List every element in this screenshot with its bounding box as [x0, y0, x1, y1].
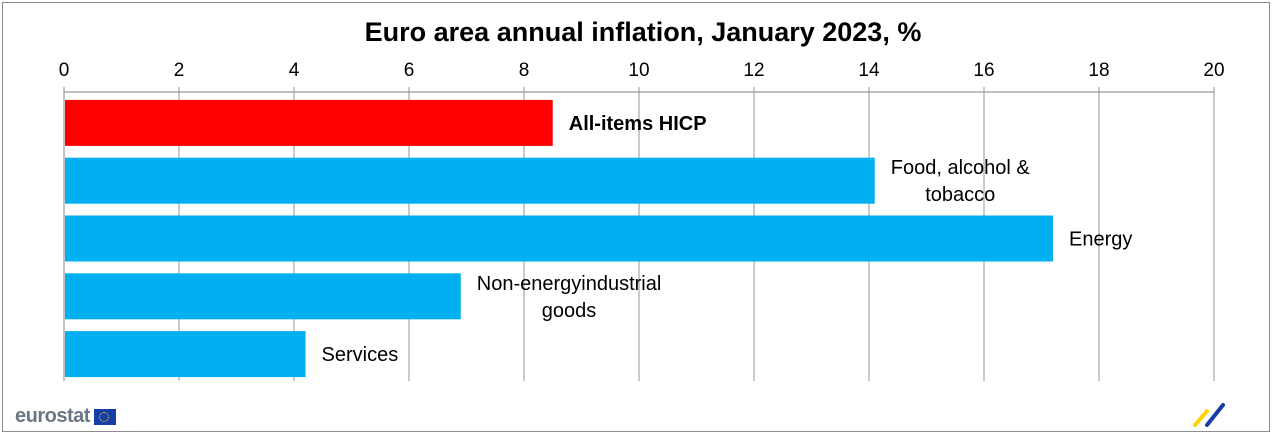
bar: [65, 331, 306, 378]
bar-label: Services: [322, 344, 399, 366]
x-tick-label: 20: [1203, 60, 1224, 81]
bar-label-line: goods: [542, 300, 597, 322]
bar-chart: Euro area annual inflation, January 2023…: [59, 17, 1225, 381]
stripe-mark-icon: [1193, 403, 1225, 427]
logo-text: eurostat: [15, 405, 90, 427]
bar-label: Energy: [1069, 229, 1132, 251]
bar-label-line: tobacco: [925, 184, 995, 206]
x-tick-label: 8: [519, 60, 530, 81]
bar-label-line: Services: [322, 344, 399, 366]
bar-label: Food, alcohol & tobacco: [891, 157, 1031, 206]
x-tick-label: 10: [628, 60, 649, 81]
tick-labels: 0 2 4 6 8 10 12 14 16 18 20: [59, 60, 1225, 81]
eu-flag-icon: [93, 408, 116, 425]
eurostat-logo: eurostat: [15, 405, 116, 428]
bar-label-line: Non-energyindustrial: [477, 273, 662, 295]
bar: [65, 99, 553, 146]
x-tick-label: 0: [59, 60, 70, 81]
bar-label: All-items HICP: [569, 113, 707, 135]
x-tick-label: 14: [858, 60, 880, 81]
bar: [65, 215, 1053, 262]
bars: [65, 99, 1053, 378]
x-tick-label: 6: [404, 60, 415, 81]
bar-labels: All-items HICP Food, alcohol & tobacco Ener…: [322, 113, 1133, 366]
bar: [65, 157, 875, 204]
bar: [65, 273, 461, 320]
x-tick-label: 12: [743, 60, 764, 81]
bar-label-line: All-items HICP: [569, 113, 707, 135]
chart-title: Euro area annual inflation, January 2023…: [365, 17, 922, 47]
bar-label: Non-energyindustrial goods: [477, 273, 662, 322]
bar-label-line: Energy: [1069, 229, 1132, 251]
x-tick-label: 4: [289, 60, 300, 81]
x-tick-label: 16: [973, 60, 994, 81]
x-tick-label: 18: [1088, 60, 1109, 81]
x-tick-label: 2: [174, 60, 185, 81]
bar-label-line: Food, alcohol &: [891, 157, 1031, 179]
